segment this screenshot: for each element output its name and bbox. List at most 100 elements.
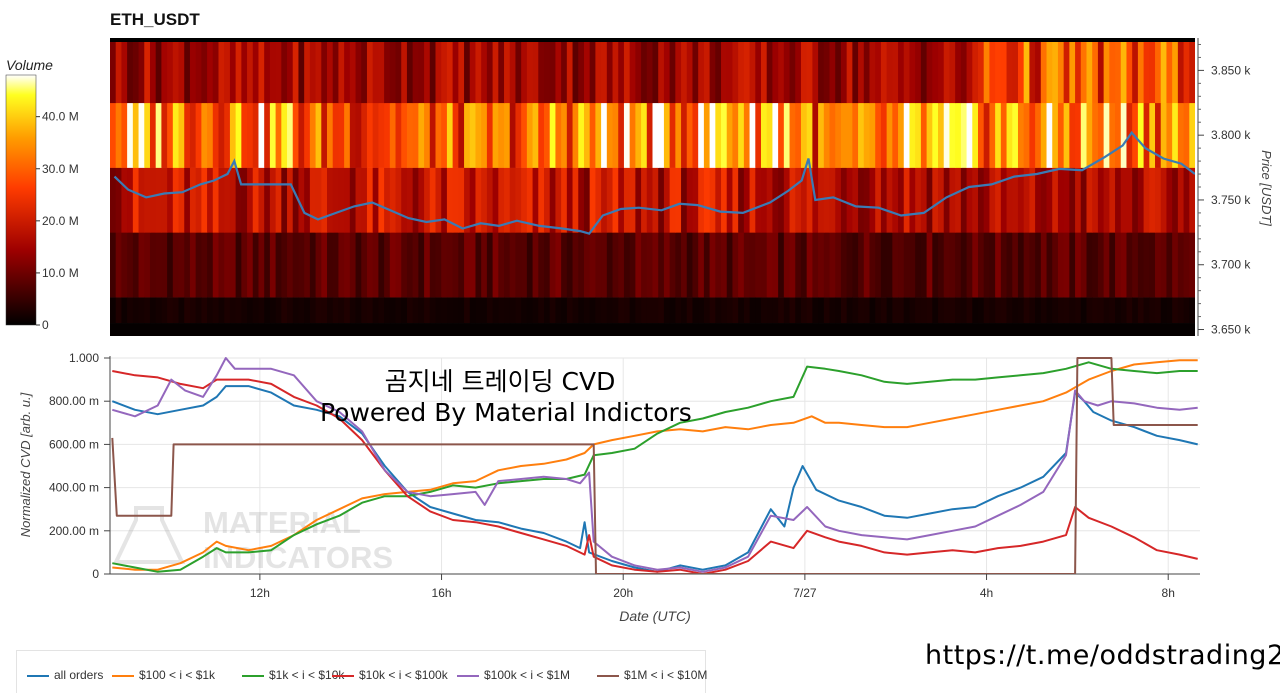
heatmap-cell xyxy=(1126,232,1133,298)
heatmap-cell xyxy=(127,232,134,298)
heatmap-cell xyxy=(1075,38,1082,104)
legend-item[interactable]: $100 < i < $1k xyxy=(112,668,215,682)
heatmap-cell xyxy=(1040,38,1048,104)
heatmap-cell xyxy=(115,38,123,104)
legend-item[interactable]: $10k < i < $100k xyxy=(332,668,448,682)
legend-item[interactable]: $100k < i < $1M xyxy=(457,668,570,682)
heatmap-cell xyxy=(189,232,197,298)
heatmap-cell xyxy=(601,38,608,104)
heatmap-cell xyxy=(623,38,631,104)
heatmap-cell xyxy=(561,38,568,104)
heatmap-cell xyxy=(532,167,539,233)
heatmap-cell xyxy=(829,102,836,168)
heatmap-cell xyxy=(538,102,545,168)
heatmap-cell xyxy=(641,38,648,104)
chart-canvas[interactable]: 0 10.0 M 20.0 M 30.0 M 40.0 M 3.650 k 3.700 k… xyxy=(0,0,1280,640)
price-axis-tick-label: 3.850 k xyxy=(1211,63,1251,77)
heatmap-cell xyxy=(749,38,756,104)
heatmap-cell xyxy=(475,102,482,168)
heatmap-cell xyxy=(247,167,254,233)
heatmap-cell xyxy=(880,297,888,324)
heatmap-cell xyxy=(281,297,288,324)
heatmap-cell xyxy=(766,232,774,298)
heatmap-cell xyxy=(247,232,254,298)
heatmap-cell xyxy=(892,232,899,298)
heatmap-cell xyxy=(355,167,362,233)
heatmap-cell xyxy=(1012,38,1019,104)
heatmap-cell xyxy=(995,297,1002,324)
heatmap-cell xyxy=(686,167,694,233)
heatmap-cell xyxy=(304,297,311,324)
heatmap-cell xyxy=(949,297,956,324)
heatmap-cell xyxy=(1092,102,1099,168)
heatmap-cell xyxy=(115,232,123,298)
heatmap-cell xyxy=(224,297,231,324)
legend-label: $100k < i < $1M xyxy=(484,668,571,682)
heatmap-cell xyxy=(412,167,419,233)
heatmap-cell xyxy=(498,38,505,104)
heatmap-cell xyxy=(526,38,534,104)
heatmap-cell xyxy=(355,38,362,104)
heatmap-cell xyxy=(561,102,568,168)
heatmap-cell xyxy=(892,167,899,233)
legend-swatch xyxy=(597,674,619,677)
heatmap-cell xyxy=(304,232,311,298)
heatmap-cell xyxy=(681,297,688,324)
heatmap-cell xyxy=(509,38,517,104)
heatmap-cell xyxy=(110,38,117,104)
heatmap-cell xyxy=(1092,38,1099,104)
heatmap-cell xyxy=(372,38,379,104)
heatmap-cell xyxy=(572,102,579,168)
heatmap-cell xyxy=(1115,167,1122,233)
heatmap-cell xyxy=(835,297,842,324)
legend-item[interactable]: all orders xyxy=(27,668,103,682)
heatmap-cell xyxy=(155,102,162,168)
legend-item[interactable]: $1k < i < $10k xyxy=(242,668,344,682)
heatmap-cell xyxy=(1126,38,1133,104)
heatmap-cell xyxy=(960,102,968,168)
heatmap-cell xyxy=(589,102,596,168)
heatmap-cell xyxy=(1183,167,1190,233)
heatmap-cell xyxy=(955,232,962,298)
heatmap-cell xyxy=(932,102,939,168)
heatmap-cell xyxy=(366,102,374,168)
heatmap-cell xyxy=(726,167,734,233)
heatmap-cell xyxy=(315,102,322,168)
heatmap-cell xyxy=(504,297,511,324)
telegram-link[interactable]: https://t.me/oddstrading2 xyxy=(925,640,1280,671)
heatmap-cell xyxy=(978,38,985,104)
heatmap-cell xyxy=(829,297,836,324)
heatmap-cell xyxy=(1189,102,1195,168)
heatmap-cell xyxy=(692,167,699,233)
heatmap-cell xyxy=(686,38,694,104)
heatmap-cell xyxy=(978,167,985,233)
heatmap-cell xyxy=(207,38,214,104)
heatmap-cell xyxy=(932,38,939,104)
heatmap-cell xyxy=(1029,102,1036,168)
heatmap-cell xyxy=(1029,167,1036,233)
heatmap-cell xyxy=(1109,102,1116,168)
legend-swatch xyxy=(112,674,134,677)
legend-item[interactable]: $1M < i < $10M xyxy=(597,668,707,682)
heatmap-cell xyxy=(1126,297,1133,324)
heatmap-cell xyxy=(544,232,551,298)
cvd-series-line xyxy=(112,357,1198,573)
heatmap-cell xyxy=(966,38,973,104)
heatmap-cell xyxy=(578,232,585,298)
heatmap-cell xyxy=(475,167,482,233)
heatmap-cell xyxy=(663,232,671,298)
heatmap-cell xyxy=(663,297,671,324)
heatmap-cell xyxy=(389,167,397,233)
heatmap-cell xyxy=(138,167,145,233)
heatmap-cell xyxy=(384,102,391,168)
heatmap-cell xyxy=(269,102,277,168)
heatmap-cell xyxy=(766,38,774,104)
heatmap-cell xyxy=(818,232,825,298)
heatmap-cell xyxy=(795,167,802,233)
heatmap-cell xyxy=(1115,38,1122,104)
heatmap-cell xyxy=(795,297,802,324)
heatmap-cell xyxy=(869,102,876,168)
heatmap-cell xyxy=(932,232,939,298)
heatmap-cell xyxy=(304,102,311,168)
heatmap-cell xyxy=(127,102,134,168)
